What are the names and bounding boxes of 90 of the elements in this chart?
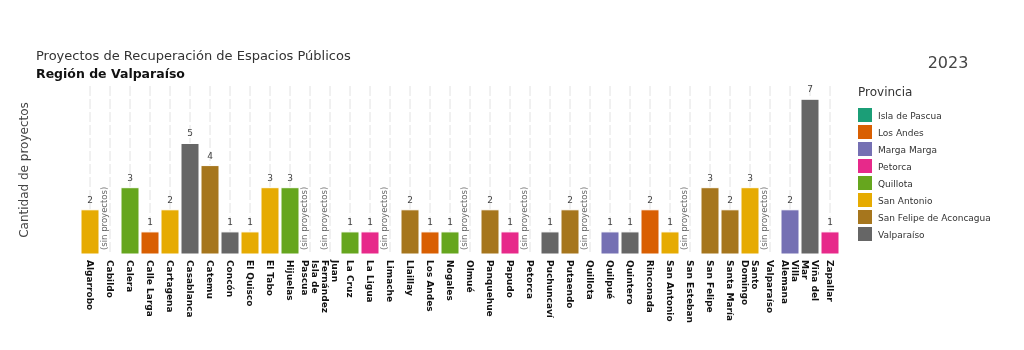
data-label: 3 — [287, 172, 293, 183]
x-tick-label: Viña del Mar — [799, 260, 820, 302]
data-label: 2 — [87, 194, 93, 205]
data-label: 3 — [747, 172, 753, 183]
annotation: (sin proyectos) — [519, 186, 529, 250]
data-label: 1 — [367, 216, 373, 227]
x-tick-label: Villa Alemana — [779, 260, 800, 305]
chart-subtitle: Región de Valparaíso — [36, 66, 186, 81]
x-tick-label: La Cruz — [344, 260, 355, 298]
legend-label: Marga Marga — [878, 145, 937, 155]
data-label: 3 — [707, 172, 713, 183]
data-label: 2 — [167, 194, 173, 205]
x-tick-label: Los Andes — [424, 260, 435, 312]
data-label: 4 — [207, 150, 214, 161]
data-label: 1 — [427, 216, 433, 227]
x-tick-label: Nogales — [444, 260, 455, 301]
x-tick-label: Catemu — [204, 260, 215, 299]
data-label: 1 — [627, 216, 633, 227]
x-tick-label: Petorca — [524, 260, 535, 300]
legend-label: Valparaíso — [878, 230, 926, 240]
x-tick-label: Papudo — [504, 260, 515, 298]
x-tick-label: El Tabo — [264, 260, 275, 297]
data-label: 2 — [407, 194, 413, 205]
data-label: 1 — [607, 216, 613, 227]
data-label: 1 — [227, 216, 233, 227]
x-tick-label: Panquehue — [484, 260, 495, 317]
x-tick-label: Casablanca — [184, 260, 195, 318]
x-tick-label: Rinconada — [644, 260, 655, 313]
x-tick-label: Isla de Pascua — [299, 260, 320, 296]
x-tick-label: Santa María — [724, 260, 735, 322]
x-tick-label: Cabildo — [104, 260, 115, 298]
x-tick-label: Hijuelas — [284, 260, 295, 301]
annotation: (sin proyectos) — [99, 186, 109, 250]
x-tick-label: Santo Domingo — [739, 260, 760, 306]
legend-label: San Antonio — [878, 196, 933, 206]
x-tick-label: San Antonio — [664, 260, 675, 322]
data-label: 1 — [827, 216, 833, 227]
data-label: 5 — [187, 128, 193, 139]
x-tick-label: Zapallar — [824, 260, 835, 303]
x-tick-label: Juan Fernández — [319, 259, 340, 313]
legend-label: Quillota — [878, 179, 913, 189]
legend-label: Isla de Pascua — [878, 111, 942, 121]
annotation: (sin proyectos) — [299, 186, 309, 250]
data-label: 2 — [487, 194, 493, 205]
x-tick-label: Llaillay — [404, 260, 415, 296]
data-label: 2 — [647, 194, 653, 205]
x-tick-label: Putaendo — [564, 260, 575, 309]
data-label: 1 — [147, 216, 153, 227]
data-label: 7 — [807, 84, 813, 95]
x-tick-label: Valparaíso — [764, 260, 775, 314]
x-tick-label: Olmué — [464, 260, 475, 293]
data-label: 1 — [347, 216, 353, 227]
x-tick-label: Limache — [384, 260, 395, 303]
x-tick-label: Concón — [224, 260, 235, 298]
x-tick-label: Calera — [124, 260, 135, 293]
bar — [80, 209, 100, 255]
legend-label: Los Andes — [878, 128, 925, 138]
annotation: (sin proyectos) — [759, 186, 769, 250]
annotation: (sin proyectos) — [319, 186, 329, 250]
annotation: (sin proyectos) — [679, 186, 689, 250]
data-label: 1 — [667, 216, 673, 227]
x-tick-label: La Ligua — [364, 260, 375, 303]
legend-label: Petorca — [878, 162, 912, 172]
data-label: 3 — [267, 172, 273, 183]
x-tick-label: Quintero — [624, 260, 635, 305]
x-tick-label: El Quisco — [244, 260, 255, 307]
data-label: 2 — [727, 194, 733, 205]
chart-title: Proyectos de Recuperación de Espacios Públicos — [36, 48, 351, 63]
x-tick-label: Quillota — [584, 260, 595, 300]
legend-title: Provincia — [858, 85, 913, 99]
x-tick-label: Algarrobo — [84, 260, 95, 311]
legend-label: San Felipe de Aconcagua — [878, 213, 991, 223]
data-label: 1 — [547, 216, 553, 227]
x-tick-label: Cartagena — [164, 260, 175, 313]
data-label: 2 — [567, 194, 573, 205]
x-tick-label: San Felipe — [704, 260, 715, 313]
data-label: 2 — [787, 194, 793, 205]
data-label: 1 — [447, 216, 453, 227]
x-tick-label: San Esteban — [684, 260, 695, 323]
data-label: 3 — [127, 172, 133, 183]
annotation: (sin proyectos) — [379, 186, 389, 250]
data-label: 1 — [247, 216, 253, 227]
y-axis-title: Cantidad de proyectos — [17, 102, 31, 238]
x-tick-label: Quilpué — [604, 260, 615, 300]
text: 2023 — [927, 53, 969, 72]
annotation: (sin proyectos) — [459, 186, 469, 250]
data-label: 1 — [507, 216, 513, 227]
x-tick-label: Calle Larga — [144, 260, 155, 317]
x-tick-label: Puchuncaví — [544, 260, 555, 319]
annotation: (sin proyectos) — [579, 186, 589, 250]
